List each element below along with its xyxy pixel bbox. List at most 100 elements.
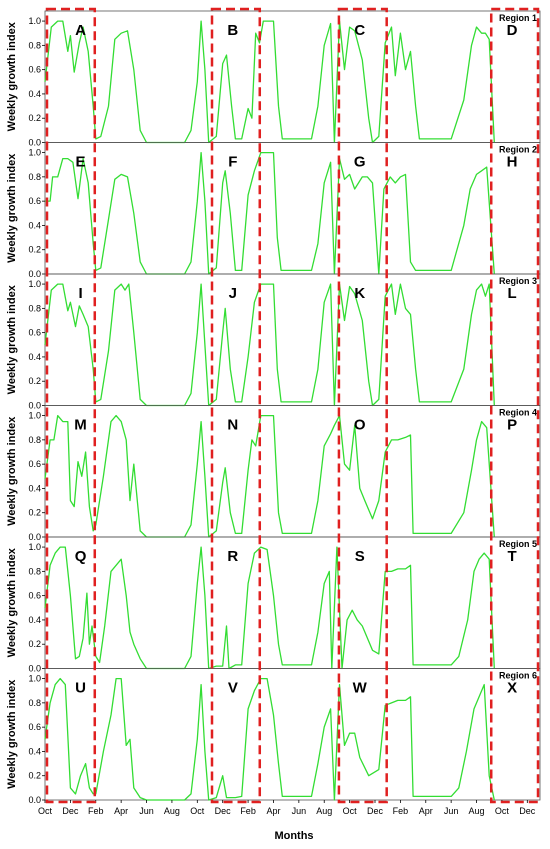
x-tick-label: Apr [419, 806, 433, 816]
y-tick-label: 0.6 [28, 722, 41, 732]
panel-letter: K [354, 285, 365, 302]
panel-letter: S [355, 548, 365, 565]
growth-line [44, 20, 495, 144]
region-label: Region 4 [499, 408, 537, 418]
y-tick-label: 0.6 [28, 459, 41, 469]
y-axis-title: Weekly growth index [6, 679, 18, 789]
y-tick-label: 0.0 [28, 795, 41, 805]
panel-letter: D [507, 22, 518, 39]
region-label: Region 3 [499, 276, 537, 286]
growth-line [44, 677, 495, 801]
y-axis-labels: Weekly growth index Weekly growth index We… [6, 21, 18, 789]
x-axis: Oct Dec Feb Apr Jun Aug Oct Dec Feb Apr Jun Aug Oct D… [38, 800, 536, 816]
panel-letter: I [78, 285, 82, 302]
y-tick-label: 0.8 [28, 40, 41, 50]
y-tick-label: 0.8 [28, 303, 41, 313]
x-tick-label: Feb [88, 806, 104, 816]
panel-letter: C [354, 22, 365, 39]
x-tick-label: Jun [139, 806, 154, 816]
panel-letter: E [76, 154, 86, 171]
region-label: Region 1 [499, 13, 537, 23]
growth-line [44, 414, 495, 538]
x-tick-label: Dec [62, 806, 79, 816]
region-label: Region 5 [499, 539, 537, 549]
y-tick-label: 1.0 [28, 148, 41, 158]
growth-line [44, 546, 495, 670]
y-tick-label: 0.6 [28, 196, 41, 206]
y-tick-label: 0.2 [28, 508, 41, 518]
panel-letter: T [507, 548, 516, 565]
panel-letter: P [507, 417, 517, 434]
x-tick-label: Dec [215, 806, 232, 816]
y-tick-label: 0.0 [28, 138, 41, 148]
y-tick-label: 0.4 [28, 483, 41, 493]
y-tick-label: 0.0 [28, 664, 41, 674]
y-tick-label: 0.2 [28, 639, 41, 649]
y-tick-label: 0.6 [28, 328, 41, 338]
panel-frame [44, 273, 541, 406]
panel-letter: X [507, 680, 517, 697]
x-tick-label: Oct [38, 806, 53, 816]
panel-letter: A [75, 22, 86, 39]
y-tick-label: 0.4 [28, 615, 41, 625]
y-tick-label: 1.0 [28, 542, 41, 552]
x-tick-label: Feb [240, 806, 256, 816]
y-tick-label: 0.0 [28, 401, 41, 411]
region-label: Region 6 [499, 671, 537, 681]
y-axis-title: Weekly growth index [6, 153, 18, 263]
panel-letter: M [74, 417, 87, 434]
x-tick-label: Dec [519, 806, 536, 816]
panel-letter: W [353, 680, 368, 697]
panel-frame [44, 10, 541, 143]
y-tick-label: 0.6 [28, 65, 41, 75]
y-tick-label: 1.0 [28, 411, 41, 421]
panel-letter: H [507, 154, 518, 171]
x-tick-label: Feb [393, 806, 409, 816]
x-tick-label: Oct [190, 806, 205, 816]
panel-frame [44, 142, 541, 275]
y-tick-label: 1.0 [28, 16, 41, 26]
x-axis-title: Months [274, 830, 313, 842]
x-tick-label: Apr [266, 806, 280, 816]
region-label: Region 2 [499, 145, 537, 155]
y-tick-label: 1.0 [28, 279, 41, 289]
growth-line [44, 283, 495, 407]
y-axis-title: Weekly growth index [6, 284, 18, 394]
panel-letter: Q [75, 548, 87, 565]
growth-line [45, 151, 495, 275]
y-tick-label: 0.2 [28, 113, 41, 123]
y-tick-label: 0.4 [28, 220, 41, 230]
panel-letter: U [75, 680, 86, 697]
panel-letter: R [227, 548, 238, 565]
y-tick-label: 0.4 [28, 352, 41, 362]
y-tick-label: 1.0 [28, 674, 41, 684]
panel-letter: N [227, 417, 238, 434]
panel-letter: V [228, 680, 238, 697]
x-tick-label: Apr [114, 806, 128, 816]
x-tick-label: Aug [469, 806, 485, 816]
panel-letter: L [507, 285, 516, 302]
panel-letter: O [354, 417, 366, 434]
panel-letter: G [354, 154, 366, 171]
panel-frame [44, 668, 541, 801]
y-tick-label: 0.8 [28, 566, 41, 576]
panel-letter: J [229, 285, 237, 302]
x-tick-label: Jun [292, 806, 307, 816]
panel-letter: B [227, 22, 238, 39]
x-tick-label: Aug [316, 806, 332, 816]
x-tick-label: Aug [164, 806, 180, 816]
y-tick-label: 0.2 [28, 376, 41, 386]
x-tick-label: Jun [444, 806, 459, 816]
x-tick-label: Dec [367, 806, 384, 816]
y-tick-label: 0.0 [28, 269, 41, 279]
y-tick-label: 0.0 [28, 532, 41, 542]
panel-letter: F [228, 154, 237, 171]
y-tick-label: 0.8 [28, 172, 41, 182]
